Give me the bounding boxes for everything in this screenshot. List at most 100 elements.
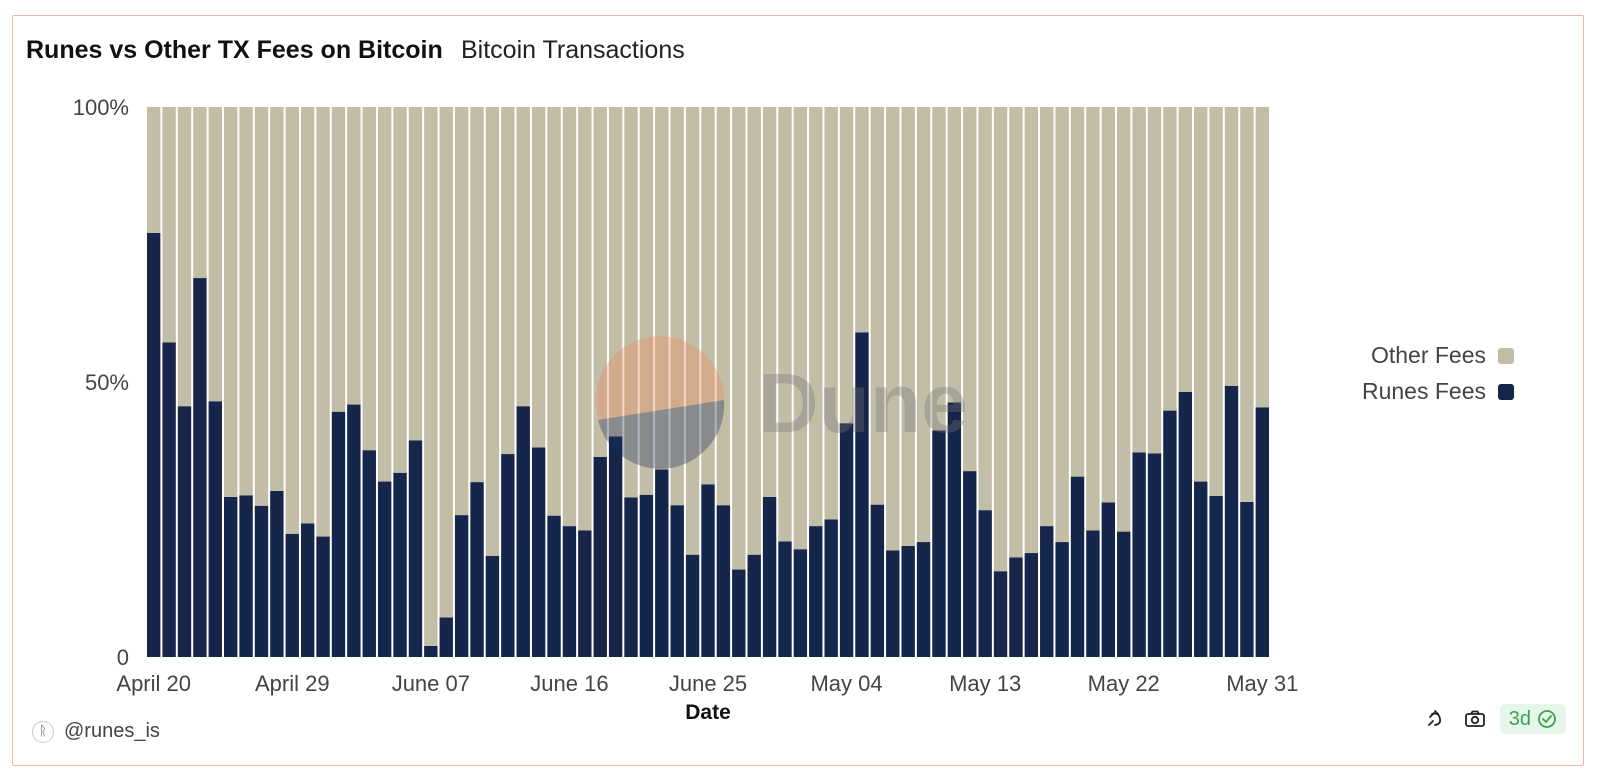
bar-runes-fees: [208, 401, 222, 657]
bar-other-fees: [424, 107, 438, 646]
bar-other-fees: [732, 107, 746, 570]
bar-runes-fees: [424, 646, 438, 657]
chart-title: Runes vs Other TX Fees on Bitcoin: [26, 36, 443, 64]
legend-item-runes-fees[interactable]: Runes Fees: [1362, 378, 1514, 405]
bar-other-fees: [932, 107, 946, 431]
bar-other-fees: [1132, 107, 1146, 453]
bar-runes-fees: [1178, 391, 1193, 657]
bar-other-fees: [1240, 107, 1254, 502]
bar-runes-fees: [947, 402, 962, 657]
bar-other-fees: [670, 107, 684, 506]
y-tick-label: 100%: [73, 95, 129, 120]
bar-runes-fees: [608, 436, 623, 657]
bar-other-fees: [578, 107, 592, 531]
bar-runes-fees: [531, 447, 546, 657]
verified-check-icon: [1538, 710, 1556, 728]
bar-other-fees: [824, 107, 838, 520]
bar-other-fees: [393, 107, 407, 473]
bar-runes-fees: [1101, 502, 1116, 657]
author-link[interactable]: ᚱ @runes_is: [32, 720, 160, 743]
bar-other-fees: [624, 107, 638, 498]
bar-runes-fees: [347, 404, 361, 657]
share-icon[interactable]: [1420, 704, 1450, 734]
bar-other-fees: [439, 107, 453, 618]
x-tick-label: May 04: [810, 671, 882, 696]
bar-runes-fees: [824, 519, 838, 657]
bar-other-fees: [901, 107, 915, 546]
bar-other-fees: [1040, 107, 1054, 527]
bar-other-fees: [1209, 107, 1223, 496]
bar-runes-fees: [793, 549, 808, 657]
bar-runes-fees: [393, 472, 407, 657]
bar-runes-fees: [916, 542, 931, 657]
bar-runes-fees: [716, 505, 731, 657]
bar-other-fees: [547, 107, 561, 516]
bar-other-fees: [1147, 107, 1162, 454]
bar-other-fees: [1255, 107, 1269, 408]
bar-other-fees: [762, 107, 777, 497]
bar-other-fees: [870, 107, 885, 505]
bar-other-fees: [562, 107, 577, 527]
bar-runes-fees: [300, 523, 315, 657]
bar-runes-fees: [501, 454, 515, 657]
bar-other-fees: [239, 107, 253, 496]
bar-other-fees: [316, 107, 330, 537]
legend-label-runes-fees: Runes Fees: [1361, 378, 1486, 404]
bar-runes-fees: [454, 515, 469, 657]
bar-other-fees: [270, 107, 284, 491]
bar-runes-fees: [886, 550, 900, 657]
y-tick-label: 0: [117, 645, 129, 670]
refresh-badge[interactable]: 3d: [1499, 704, 1566, 734]
x-tick-label: June 25: [669, 671, 747, 696]
bar-other-fees: [377, 107, 392, 482]
bar-runes-fees: [254, 505, 269, 657]
camera-icon[interactable]: [1460, 704, 1490, 734]
x-tick-label: May 22: [1088, 671, 1160, 696]
bar-other-fees: [162, 107, 176, 343]
bar-other-fees: [916, 107, 931, 543]
bar-runes-fees: [1194, 481, 1208, 657]
bar-other-fees: [501, 107, 515, 455]
bar-runes-fees: [870, 504, 885, 657]
bar-other-fees: [1009, 107, 1023, 558]
legend-swatch-runes-fees: [1498, 383, 1514, 400]
bar-runes-fees: [639, 494, 654, 657]
bar-other-fees: [809, 107, 823, 527]
bar-other-fees: [1117, 107, 1131, 532]
chart-toolbar: 3d: [1410, 704, 1566, 734]
x-tick-label: April 20: [116, 671, 191, 696]
bar-runes-fees: [932, 430, 946, 657]
bar-runes-fees: [701, 484, 715, 657]
bar-other-fees: [362, 107, 376, 451]
bar-other-fees: [655, 107, 669, 470]
bar-other-fees: [1163, 107, 1177, 411]
runes-avatar-icon: ᚱ: [32, 720, 54, 743]
bar-runes-fees: [732, 569, 746, 657]
chart-subtitle[interactable]: Bitcoin Transactions: [461, 36, 685, 64]
bar-runes-fees: [624, 497, 638, 657]
bar-other-fees: [1055, 107, 1069, 543]
bar-runes-fees: [655, 469, 669, 657]
bar-runes-fees: [147, 232, 161, 657]
bar-runes-fees: [362, 450, 376, 657]
bar-runes-fees: [1040, 526, 1054, 657]
bar-runes-fees: [993, 571, 1008, 657]
bar-other-fees: [793, 107, 808, 550]
bar-runes-fees: [1024, 553, 1039, 657]
bar-other-fees: [285, 107, 299, 534]
bar-runes-fees: [1055, 542, 1069, 657]
bar-other-fees: [470, 107, 484, 483]
bar-other-fees: [778, 107, 792, 542]
x-tick-label: April 29: [255, 671, 330, 696]
bar-other-fees: [747, 107, 761, 555]
legend-item-other-fees[interactable]: Other Fees: [1371, 342, 1514, 369]
bar-other-fees: [1178, 107, 1193, 392]
x-axis-label: Date: [685, 701, 731, 724]
y-tick-label: 50%: [85, 370, 129, 395]
bar-runes-fees: [1163, 410, 1177, 657]
bar-other-fees: [993, 107, 1008, 572]
bar-runes-fees: [593, 456, 607, 657]
bar-runes-fees: [670, 505, 684, 657]
bar-runes-fees: [778, 541, 792, 657]
